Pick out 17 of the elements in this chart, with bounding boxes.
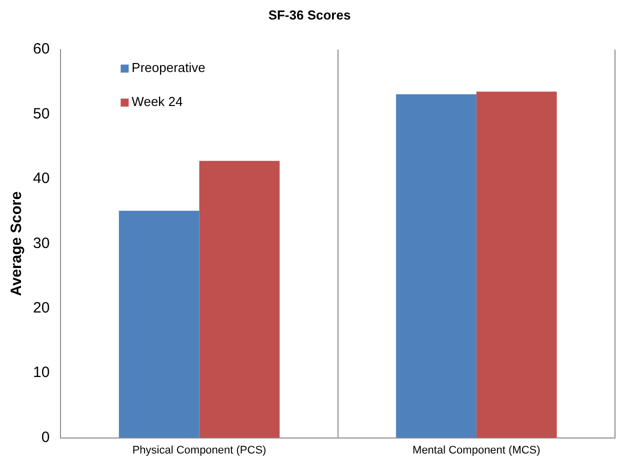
y-tick-label: 30 [32, 234, 50, 252]
bar [396, 94, 476, 438]
y-tick-label: 10 [32, 364, 50, 382]
chart-title: SF-36 Scores [268, 7, 351, 22]
x-tick-label: Mental Component (MCS) [412, 444, 540, 456]
bar [199, 160, 280, 438]
legend-label: Preoperative [132, 60, 206, 76]
bar [118, 210, 200, 438]
bar [476, 92, 557, 438]
y-tick-label: 40 [32, 170, 50, 188]
y-tick-label: 0 [41, 428, 50, 446]
y-axis-title: Average Score [8, 191, 26, 296]
y-tick-label: 20 [32, 300, 50, 317]
x-tick-label: Physical Component (PCS) [132, 444, 266, 456]
y-tick-label: 50 [32, 105, 50, 122]
legend-label: Week 24 [132, 94, 183, 110]
y-tick-label: 60 [32, 40, 50, 58]
